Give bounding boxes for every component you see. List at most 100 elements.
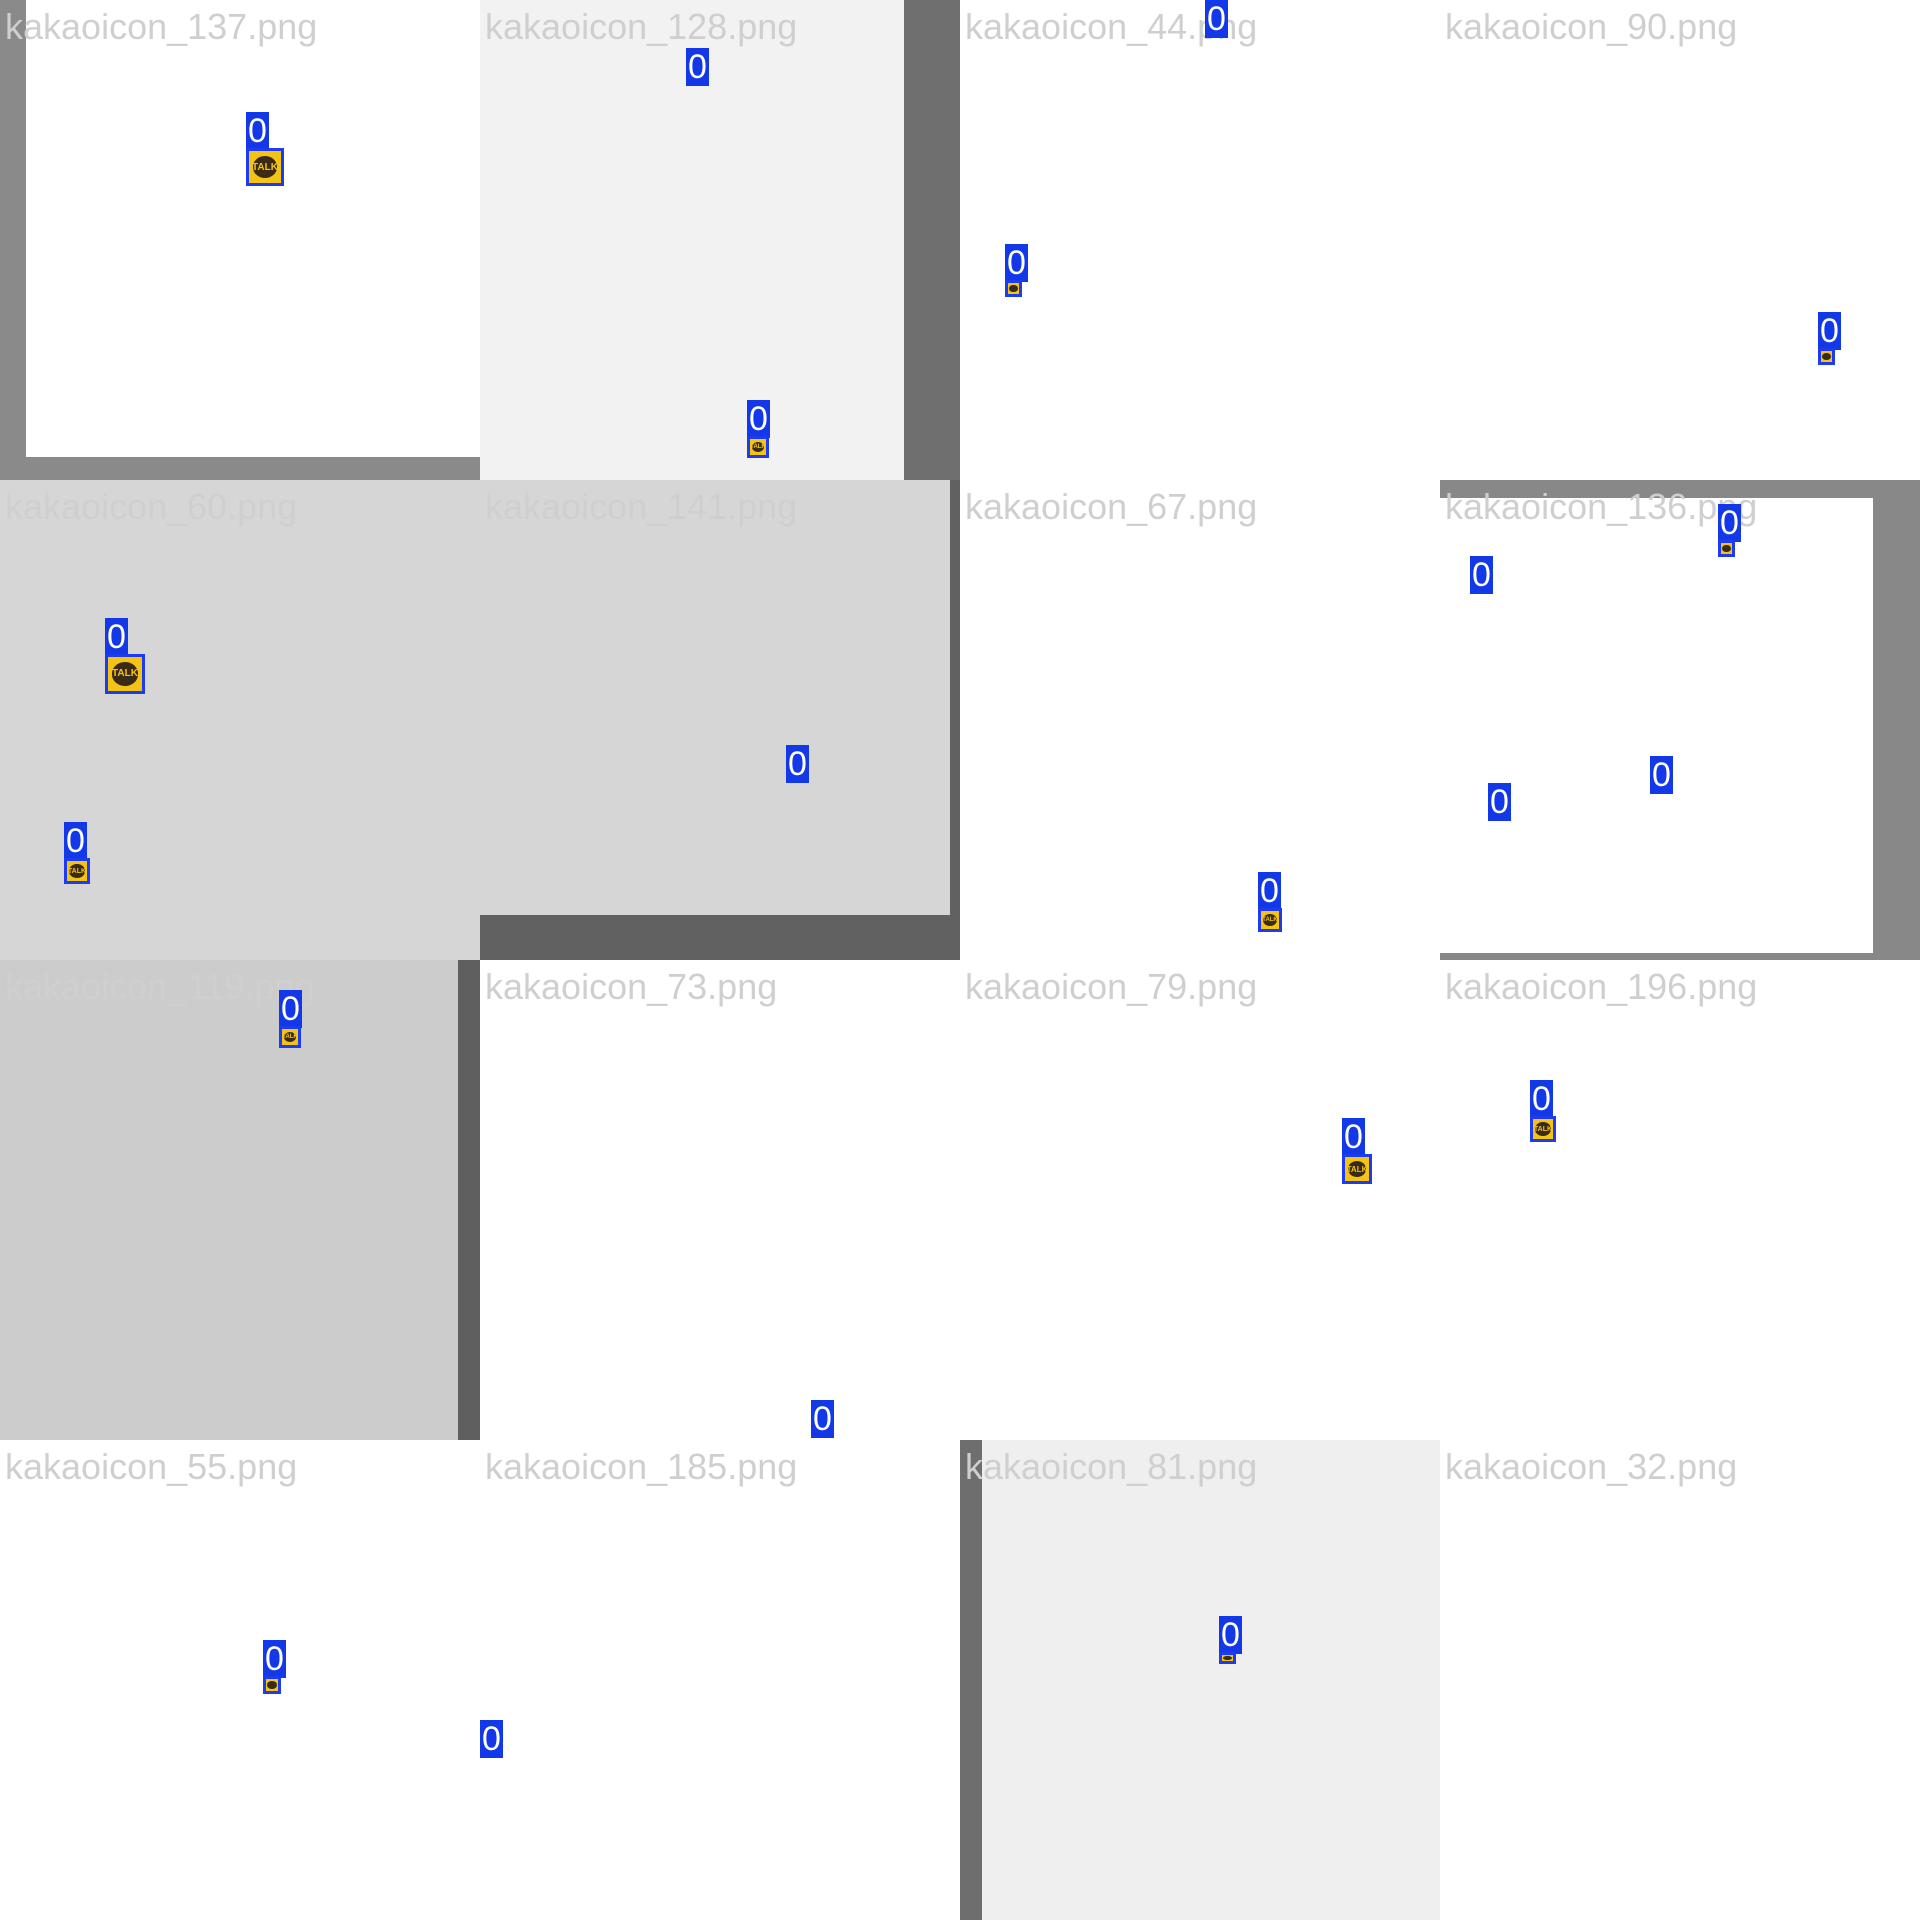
tile-filename: kakaoicon_137.png [5, 6, 318, 47]
detection-marker: 0 [1818, 312, 1841, 367]
talk-bubble-icon: TALK [111, 662, 139, 686]
talk-bubble-icon: TALK [282, 1031, 298, 1043]
tile-filename: kakaoicon_67.png [965, 486, 1258, 527]
tile-background [960, 480, 1440, 960]
detection-label: 0 [786, 745, 809, 783]
padding-bar [950, 480, 960, 960]
talk-bubble-icon: TALK [68, 864, 86, 878]
padding-bar [1440, 480, 1920, 498]
tile-background [0, 960, 480, 1440]
tile-background [480, 1440, 960, 1920]
padding-bar [480, 915, 960, 960]
image-tile: kakaoicon_79.png 0 TALK [960, 960, 1440, 1440]
tile-filename: kakaoicon_60.png [5, 486, 298, 527]
talk-bubble-icon [1009, 284, 1018, 293]
kakaotalk-icon: TALK [1530, 1116, 1556, 1142]
detection-marker: 0 [811, 1400, 834, 1438]
detection-marker: 0 [786, 745, 809, 783]
padding-bar [0, 0, 26, 480]
detection-label: 0 [1342, 1118, 1365, 1156]
image-tile: kakaoicon_81.png 0 [960, 1440, 1440, 1920]
kakaotalk-icon [1219, 1652, 1236, 1664]
detection-marker: 0 TALK [1530, 1080, 1556, 1144]
tile-filename: kakaoicon_90.png [1445, 6, 1738, 47]
talk-bubble-icon: TALK [1262, 913, 1278, 927]
tile-background [480, 960, 960, 1440]
padding-bar [0, 457, 480, 480]
tile-filename: kakaoicon_196.png [1445, 966, 1758, 1007]
detection-marker: 0 [263, 1640, 286, 1696]
detection-label: 0 [1488, 783, 1511, 821]
talk-bubble-icon: TALK [1347, 1160, 1367, 1178]
kakaotalk-icon [1718, 540, 1735, 557]
detection-label: 0 [263, 1640, 286, 1678]
image-tile: kakaoicon_73.png 0 [480, 960, 960, 1440]
detection-marker: 0 TALK [279, 990, 302, 1050]
tile-background [0, 480, 480, 960]
detection-label: 0 [747, 400, 770, 438]
kakaotalk-icon: TALK [105, 654, 145, 694]
image-tile: kakaoicon_55.png 0 [0, 1440, 480, 1920]
detection-marker: 0 [1205, 0, 1228, 38]
padding-bar [1873, 480, 1920, 960]
tile-background [0, 0, 480, 480]
detection-label: 0 [105, 618, 128, 656]
detection-marker: 0 TALK [747, 400, 770, 460]
detection-label: 0 [64, 822, 87, 860]
tile-background [1440, 480, 1920, 960]
tile-background [960, 0, 1440, 480]
image-tile: kakaoicon_128.png 0 0 TALK [480, 0, 960, 480]
talk-bubble-icon: TALK [750, 441, 766, 453]
kakaotalk-icon: TALK [279, 1026, 301, 1048]
tile-filename: kakaoicon_32.png [1445, 1446, 1738, 1487]
padding-bar [960, 1440, 982, 1920]
kakaotalk-icon: TALK [1258, 908, 1282, 932]
detection-marker: 0 [1219, 1616, 1242, 1666]
tile-filename: kakaoicon_119.png [5, 966, 315, 1007]
detection-label: 0 [686, 48, 709, 86]
tile-filename: kakaoicon_128.png [485, 6, 798, 47]
detection-label: 0 [246, 112, 269, 150]
image-tile: kakaoicon_44.png 0 0 [960, 0, 1440, 480]
talk-bubble-icon: TALK [1534, 1122, 1552, 1136]
tile-background [480, 480, 960, 960]
tile-background [1440, 0, 1920, 480]
kakaotalk-icon [1818, 348, 1835, 365]
tile-background [1440, 1440, 1920, 1920]
detection-label: 0 [1470, 556, 1493, 594]
detection-label: 0 [1258, 872, 1281, 910]
image-tile: kakaoicon_60.png 0 TALK 0 TALK [0, 480, 480, 960]
tile-filename: kakaoicon_79.png [965, 966, 1258, 1007]
detection-label: 0 [1818, 312, 1841, 350]
detection-marker: 0 TALK [64, 822, 90, 886]
detection-label: 0 [1219, 1616, 1242, 1654]
tile-background [960, 1440, 1440, 1920]
detection-marker: 0 [480, 1720, 503, 1758]
detection-marker: 0 TALK [105, 618, 145, 696]
talk-bubble-icon [267, 1680, 277, 1690]
kakaotalk-icon: TALK [246, 148, 284, 186]
tile-background [480, 0, 960, 480]
detection-label: 0 [811, 1400, 834, 1438]
detection-label: 0 [1718, 504, 1741, 542]
kakaotalk-icon: TALK [747, 436, 769, 458]
detection-marker: 0 [1718, 504, 1741, 559]
tile-background [960, 960, 1440, 1440]
tile-filename: kakaoicon_136.png [1445, 486, 1758, 527]
kakaotalk-icon [263, 1676, 281, 1694]
tile-filename: kakaoicon_55.png [5, 1446, 298, 1487]
detection-marker: 0 TALK [246, 112, 284, 188]
image-tile: kakaoicon_141.png 0 [480, 480, 960, 960]
tile-filename: kakaoicon_141.png [485, 486, 798, 527]
image-tile: kakaoicon_119.png 0 TALK [0, 960, 480, 1440]
tile-filename: kakaoicon_73.png [485, 966, 778, 1007]
detection-marker: 0 [1488, 783, 1511, 821]
detection-marker: 0 [1470, 556, 1493, 594]
padding-bar [904, 0, 960, 480]
image-tile: kakaoicon_136.png 0 0 0 0 [1440, 480, 1920, 960]
detection-label: 0 [480, 1720, 503, 1758]
detection-marker: 0 [1650, 756, 1673, 794]
detection-marker: 0 [1005, 244, 1028, 299]
detection-label: 0 [1205, 0, 1228, 38]
